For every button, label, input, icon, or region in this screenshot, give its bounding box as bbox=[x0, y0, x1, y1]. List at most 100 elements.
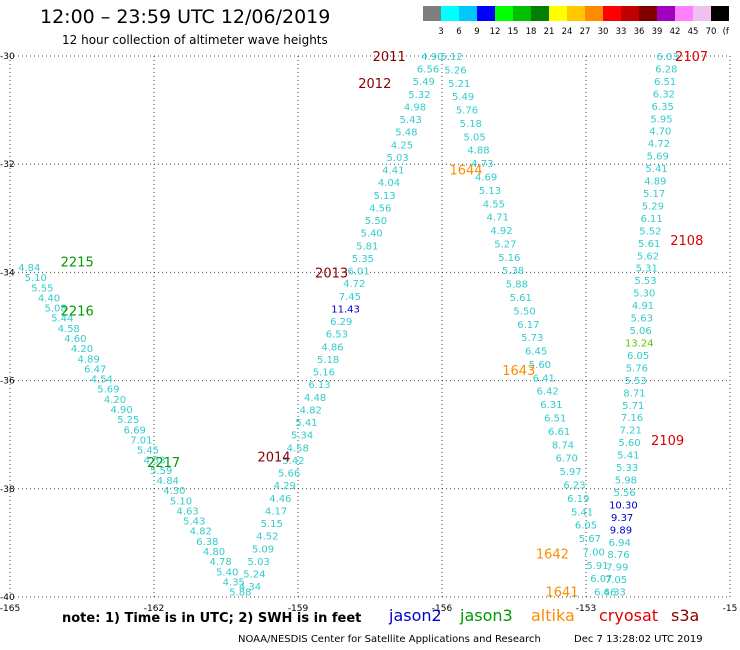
wave-height-point: 4.80 bbox=[203, 547, 225, 558]
wave-height-point: 4.63 bbox=[176, 506, 198, 517]
wave-height-point: 5.81 bbox=[356, 241, 378, 252]
wave-height-point: 5.17 bbox=[643, 189, 665, 200]
wave-height-point: 5.53 bbox=[634, 276, 656, 287]
wave-height-point: 5.63 bbox=[631, 314, 653, 325]
scale-label: 6 bbox=[456, 27, 461, 37]
wave-height-point: 5.41 bbox=[645, 164, 667, 175]
wave-height-point: 7.45 bbox=[339, 292, 361, 303]
scale-swatch bbox=[513, 6, 531, 21]
wave-height-point: 6.61 bbox=[548, 427, 570, 438]
time-label: 2109 bbox=[651, 434, 684, 449]
wave-height-point: 5.08 bbox=[44, 304, 66, 315]
wave-height-point: 5.35 bbox=[352, 254, 374, 265]
wave-height-point: 4.35 bbox=[223, 577, 245, 588]
wave-height-point: 6.69 bbox=[124, 425, 146, 436]
footer-timestamp: Dec 7 13:28:02 UTC 2019 bbox=[574, 634, 703, 645]
wave-height-point: 5.15 bbox=[261, 519, 283, 530]
time-label: 2108 bbox=[670, 234, 703, 249]
wave-height-point: 5.48 bbox=[395, 128, 417, 139]
wave-height-point: 5.69 bbox=[647, 152, 669, 163]
wave-height-point: 5.76 bbox=[626, 363, 648, 374]
scale-swatch bbox=[423, 6, 441, 21]
chart-subtitle: 12 hour collection of altimeter wave hei… bbox=[62, 33, 328, 47]
wave-height-point: 5.52 bbox=[639, 226, 661, 237]
scale-label: 9 bbox=[474, 27, 479, 37]
scale-label: 30 bbox=[598, 27, 609, 37]
wave-height-point: 9.37 bbox=[611, 513, 633, 524]
wave-height-point: 4.34 bbox=[239, 582, 261, 593]
time-label: 1642 bbox=[536, 548, 569, 563]
wave-height-point: 5.88 bbox=[229, 588, 251, 599]
wave-height-point: 5.55 bbox=[31, 283, 53, 294]
wave-height-point: 5.13 bbox=[479, 186, 501, 197]
wave-height-point: 5.73 bbox=[521, 333, 543, 344]
x-tick-label: -162 bbox=[144, 604, 164, 614]
scale-swatch bbox=[459, 6, 477, 21]
wave-height-point: 4.92 bbox=[490, 226, 512, 237]
wave-height-point: 6.41 bbox=[533, 373, 555, 384]
scale-label: (ft) bbox=[723, 27, 729, 37]
time-label: 2216 bbox=[61, 304, 94, 319]
wave-height-point: 6.31 bbox=[540, 400, 562, 411]
wave-height-point: 5.60 bbox=[529, 360, 551, 371]
wave-height-point: 6.47 bbox=[84, 364, 106, 375]
wave-height-point: 5.50 bbox=[513, 306, 535, 317]
scale-label: 21 bbox=[544, 27, 555, 37]
satellite-label-jason2: jason2 bbox=[389, 606, 442, 625]
scale-label: 18 bbox=[526, 27, 537, 37]
wave-height-point: 5.41 bbox=[571, 507, 593, 518]
wave-height-point: 5.60 bbox=[618, 438, 640, 449]
scale-swatch bbox=[549, 6, 567, 21]
wave-height-point: 6.51 bbox=[544, 414, 566, 425]
scale-label: 33 bbox=[616, 27, 627, 37]
wave-height-point: 4.84 bbox=[18, 263, 40, 274]
wave-height-point: 5.13 bbox=[373, 191, 395, 202]
scale-swatch bbox=[603, 6, 621, 21]
wave-height-point: 8.76 bbox=[607, 550, 629, 561]
wave-height-point: 4.82 bbox=[190, 527, 212, 538]
time-label: 2107 bbox=[675, 50, 708, 65]
wave-height-point: 4.40 bbox=[38, 293, 60, 304]
wave-height-point: 6.07 bbox=[590, 574, 612, 585]
wave-height-point: 4.70 bbox=[649, 127, 671, 138]
satellite-label-jason3: jason3 bbox=[460, 606, 513, 625]
wave-height-point: 10.30 bbox=[609, 500, 638, 511]
wave-height-point: 4.25 bbox=[391, 140, 413, 151]
wave-height-point: 5.97 bbox=[560, 467, 582, 478]
wave-height-point: 6.05 bbox=[627, 351, 649, 362]
scale-swatch bbox=[621, 6, 639, 21]
wave-height-point: 4.52 bbox=[256, 532, 278, 543]
wave-height-point: 4.30 bbox=[163, 486, 185, 497]
wave-height-point: 4.60 bbox=[64, 334, 86, 345]
wave-height-point: 6.05 bbox=[575, 521, 597, 532]
wave-height-point: 5.76 bbox=[456, 106, 478, 117]
wave-height-point: 11.43 bbox=[331, 304, 360, 315]
wave-height-point: 4.72 bbox=[648, 139, 670, 150]
time-label: 2217 bbox=[147, 456, 180, 471]
time-label: 2215 bbox=[61, 256, 94, 271]
wave-height-point: 4.89 bbox=[644, 177, 666, 188]
wave-height-point: 5.61 bbox=[638, 239, 660, 250]
wave-height-point: 7.99 bbox=[606, 563, 628, 574]
wave-height-point: 6.35 bbox=[652, 102, 674, 113]
wave-height-point: 4.20 bbox=[104, 395, 126, 406]
wave-height-point: 4.82 bbox=[300, 405, 322, 416]
wave-height-point: 4.17 bbox=[265, 506, 287, 517]
wave-height-point: 5.43 bbox=[183, 517, 205, 528]
wave-height-point: 6.28 bbox=[655, 64, 677, 75]
wave-height-point: 4.48 bbox=[304, 393, 326, 404]
wave-height-point: 4.86 bbox=[321, 342, 343, 353]
wave-height-point: 5.62 bbox=[637, 251, 659, 262]
scale-label: 36 bbox=[634, 27, 645, 37]
wave-height-point: 4.90 bbox=[110, 405, 132, 416]
wave-height-point: 4.84 bbox=[157, 476, 179, 487]
wave-height-point: 5.41 bbox=[617, 451, 639, 462]
wave-height-point: 5.33 bbox=[616, 463, 638, 474]
wave-height-point: 13.24 bbox=[625, 338, 654, 349]
wave-height-point: 4.54 bbox=[91, 375, 113, 386]
wave-height-point: 5.61 bbox=[510, 293, 532, 304]
wave-height-point: 9.89 bbox=[610, 525, 632, 536]
wave-height-point: 5.31 bbox=[636, 264, 658, 275]
wave-height-point: 5.59 bbox=[150, 466, 172, 477]
wave-height-point: 8.71 bbox=[623, 388, 645, 399]
